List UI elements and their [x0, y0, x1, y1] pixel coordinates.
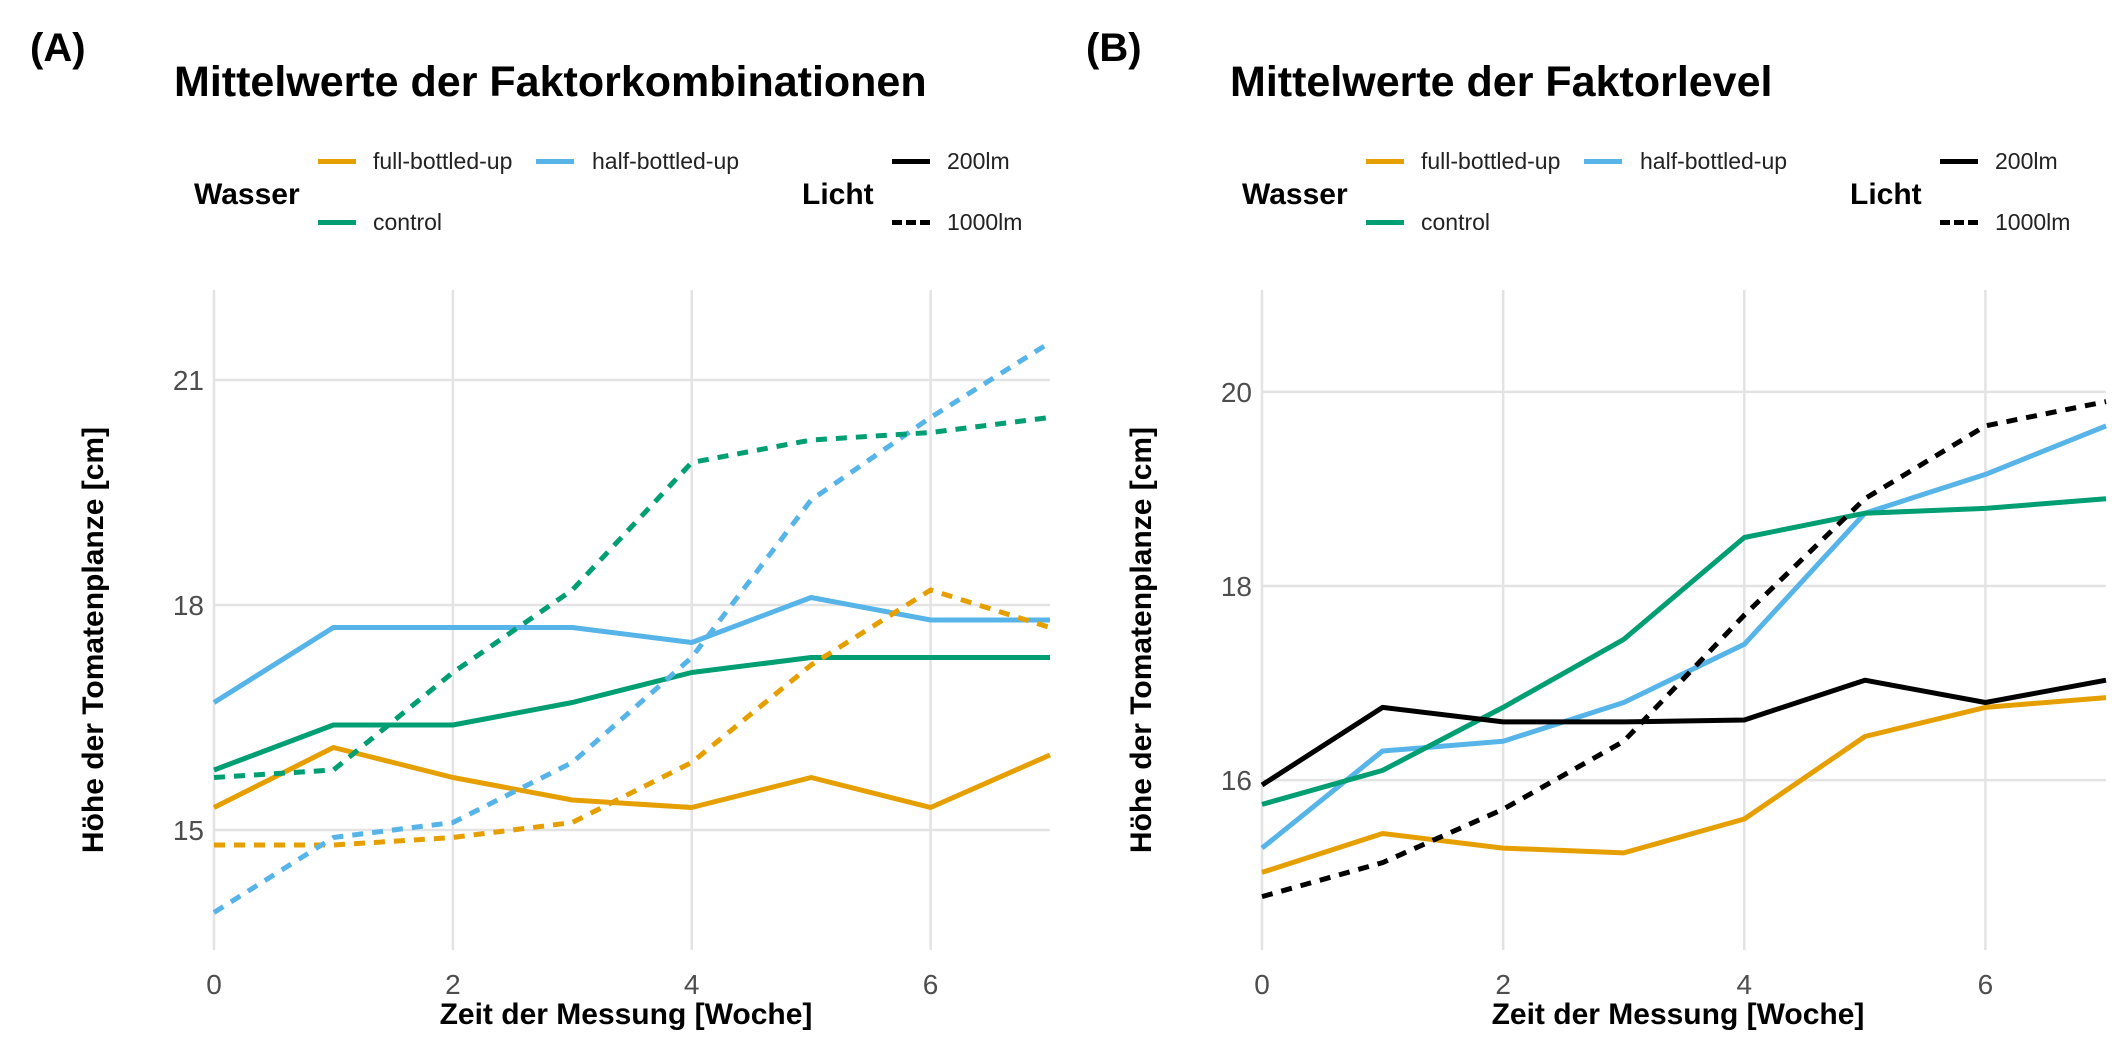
legend-key-control	[1366, 220, 1404, 225]
series-line-control	[1261, 496, 2107, 807]
legend-key-half-bottled-up	[536, 159, 574, 164]
series-line-control-1000lm	[213, 415, 1051, 780]
panel-tag: (A)	[30, 26, 86, 70]
panel-a: (A) Mittelwerte der Faktorkombinationen …	[30, 26, 1052, 1031]
line-chart: 0 2 4 6 16 18 20 Zeit der Messung [Woche] Höhe d…	[1125, 290, 2107, 1031]
legend-key-1000lm	[1940, 220, 1978, 225]
legend-label-full-bottled-up: full-bottled-up	[1421, 148, 1561, 174]
y-tick-label: 16	[1221, 765, 1252, 796]
legend-key-control	[318, 220, 356, 225]
y-tick-label: 15	[173, 815, 204, 846]
legend-label-1000lm: 1000lm	[947, 209, 1023, 235]
series-line-full-bottled-up-1000lm	[214, 587, 1051, 848]
legend-title-light: Licht	[802, 178, 874, 211]
legend-label-200lm: 200lm	[1995, 148, 2058, 174]
series-line-1000lm	[1261, 399, 2107, 900]
x-tick-label: 6	[1978, 969, 1994, 1000]
chart-title: Mittelwerte der Faktorkombinationen	[174, 58, 927, 106]
x-tick-label: 4	[1736, 969, 1752, 1000]
series-line-half-bottled-up-1000lm	[212, 340, 1052, 915]
legend-label-1000lm: 1000lm	[1995, 209, 2071, 235]
panel-b: (B) Mittelwerte der Faktorlevel Wasser f…	[1056, 0, 2112, 1056]
series-line-full-bottled-up-200lm	[212, 745, 1052, 810]
legend-title-water: Wasser	[194, 178, 300, 211]
legend-key-half-bottled-up	[1584, 159, 1622, 164]
legend-label-200lm: 200lm	[947, 148, 1010, 174]
y-tick-label: 20	[1221, 377, 1252, 408]
x-tick-label: 4	[684, 969, 700, 1000]
series-line-full-bottled-up	[1261, 695, 2107, 875]
legend-title-light: Licht	[1850, 178, 1922, 211]
legend-label-half-bottled-up: half-bottled-up	[1640, 148, 1788, 174]
y-tick-label: 18	[173, 590, 204, 621]
chart-title: Mittelwerte der Faktorlevel	[1230, 58, 1773, 106]
legend-label-control: control	[1421, 209, 1491, 235]
legend-label-half-bottled-up: half-bottled-up	[592, 148, 740, 174]
y-tick-label: 18	[1221, 571, 1252, 602]
panel-tag: (B)	[1086, 26, 1142, 70]
line-chart: 0 2 4 6 15 18 21 Zeit der Messung [Woche] Höhe d…	[77, 290, 1052, 1031]
series-line-half-bottled-up	[1260, 423, 2107, 851]
series-line-control-200lm	[213, 655, 1050, 773]
y-axis-label: Höhe der Tomatenplanze [cm]	[77, 427, 110, 853]
legend-label-full-bottled-up: full-bottled-up	[373, 148, 513, 174]
series-line-half-bottled-up-200lm	[212, 595, 1050, 705]
legend-key-200lm	[1940, 159, 1978, 164]
legend-key-1000lm	[892, 220, 930, 225]
y-tick-label: 21	[173, 365, 204, 396]
x-tick-label: 2	[445, 969, 461, 1000]
x-tick-label: 0	[206, 969, 222, 1000]
x-tick-label: 6	[923, 969, 939, 1000]
legend-key-200lm	[892, 159, 930, 164]
legend-key-full-bottled-up	[318, 159, 356, 164]
legend-label-control: control	[373, 209, 443, 235]
x-axis-label: Zeit der Messung [Woche]	[1492, 998, 1865, 1031]
x-tick-label: 0	[1254, 969, 1270, 1000]
x-axis-label: Zeit der Messung [Woche]	[440, 998, 813, 1031]
x-tick-label: 2	[1495, 969, 1511, 1000]
legend-key-full-bottled-up	[1366, 159, 1404, 164]
series-line-200lm	[1260, 677, 2107, 788]
legend-title-water: Wasser	[1242, 178, 1348, 211]
y-axis-label: Höhe der Tomatenplanze [cm]	[1125, 427, 1158, 853]
